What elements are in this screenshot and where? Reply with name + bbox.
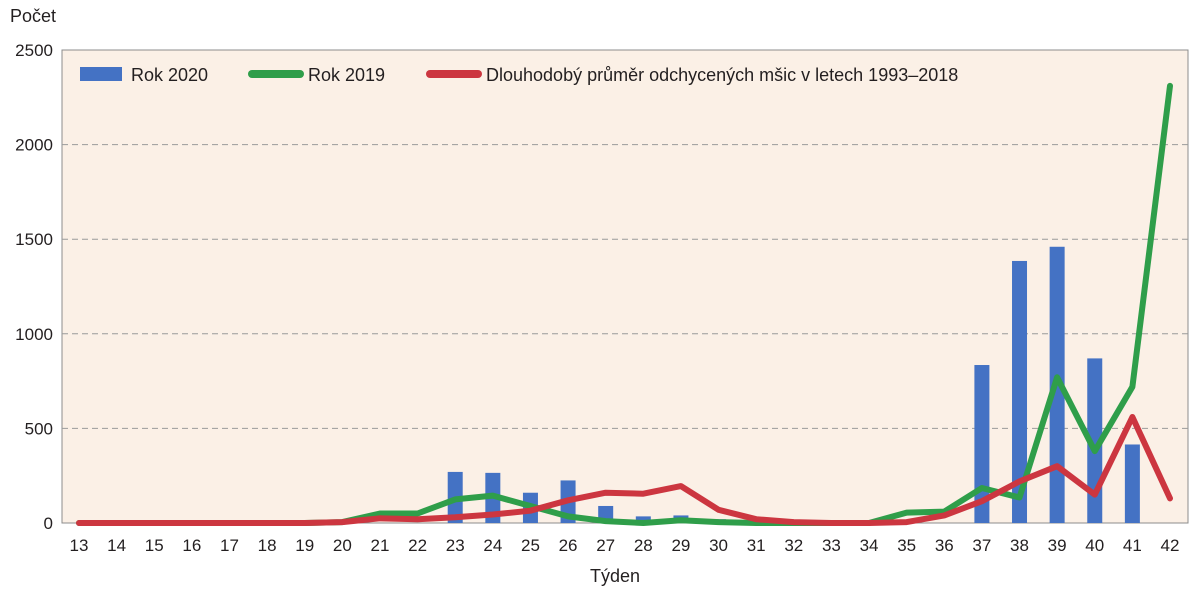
x-tick-label-17: 17 bbox=[220, 536, 239, 555]
x-tick-label-33: 33 bbox=[822, 536, 841, 555]
line-dlouhodoby-prumer bbox=[76, 414, 1173, 526]
line-series bbox=[76, 82, 1173, 526]
x-tick-label-26: 26 bbox=[559, 536, 578, 555]
x-tick-label-40: 40 bbox=[1085, 536, 1104, 555]
x-tick-label-39: 39 bbox=[1048, 536, 1067, 555]
x-axis-title: Týden bbox=[590, 566, 640, 586]
x-tick-label-37: 37 bbox=[972, 536, 991, 555]
y-tick-label-1000: 1000 bbox=[15, 325, 53, 344]
x-tick-label-30: 30 bbox=[709, 536, 728, 555]
x-tick-label-16: 16 bbox=[182, 536, 201, 555]
bar-28 bbox=[635, 516, 651, 523]
y-tick-label-2500: 2500 bbox=[15, 41, 53, 60]
y-axis-title: Počet bbox=[10, 6, 56, 26]
y-tick-label-500: 500 bbox=[25, 419, 53, 438]
x-tick-label-25: 25 bbox=[521, 536, 540, 555]
x-tick-label-28: 28 bbox=[634, 536, 653, 555]
legend-swatch-rok-2020 bbox=[80, 67, 122, 81]
legend: Rok 2020 Rok 2019 Dlouhodobý průměr odch… bbox=[80, 65, 958, 85]
x-tick-label-18: 18 bbox=[258, 536, 277, 555]
x-axis-ticks: 13 14 15 16 17 18 19 20 21 22 23 24 25 26 27 28 29 30 31 32… bbox=[70, 536, 1180, 555]
x-tick-label-20: 20 bbox=[333, 536, 352, 555]
x-tick-label-27: 27 bbox=[596, 536, 615, 555]
x-tick-label-38: 38 bbox=[1010, 536, 1029, 555]
x-tick-label-21: 21 bbox=[371, 536, 390, 555]
x-tick-label-14: 14 bbox=[107, 536, 126, 555]
x-tick-label-23: 23 bbox=[446, 536, 465, 555]
x-tick-label-22: 22 bbox=[408, 536, 427, 555]
y-tick-label-1500: 1500 bbox=[15, 230, 53, 249]
x-tick-label-29: 29 bbox=[671, 536, 690, 555]
x-tick-label-32: 32 bbox=[784, 536, 803, 555]
x-tick-label-13: 13 bbox=[70, 536, 89, 555]
x-tick-label-31: 31 bbox=[747, 536, 766, 555]
y-axis-ticks: 0 500 1000 1500 2000 2500 bbox=[15, 41, 53, 533]
x-tick-label-34: 34 bbox=[860, 536, 879, 555]
plot-area bbox=[61, 49, 1189, 524]
bar-37 bbox=[974, 365, 990, 523]
legend-label-dlouhodoby-prumer: Dlouhodobý průměr odchycených mšic v let… bbox=[486, 65, 958, 85]
x-tick-label-15: 15 bbox=[145, 536, 164, 555]
bar-38 bbox=[1012, 260, 1028, 523]
x-tick-label-19: 19 bbox=[295, 536, 314, 555]
x-tick-label-36: 36 bbox=[935, 536, 954, 555]
legend-label-rok-2020: Rok 2020 bbox=[131, 65, 208, 85]
x-tick-label-24: 24 bbox=[483, 536, 502, 555]
bar-41 bbox=[1124, 444, 1140, 523]
x-tick-label-35: 35 bbox=[897, 536, 916, 555]
gridlines bbox=[62, 144, 1188, 429]
x-tick-label-42: 42 bbox=[1161, 536, 1180, 555]
x-tick-label-41: 41 bbox=[1123, 536, 1142, 555]
y-tick-label-0: 0 bbox=[44, 514, 53, 533]
legend-label-rok-2019: Rok 2019 bbox=[308, 65, 385, 85]
y-tick-label-2000: 2000 bbox=[15, 136, 53, 155]
